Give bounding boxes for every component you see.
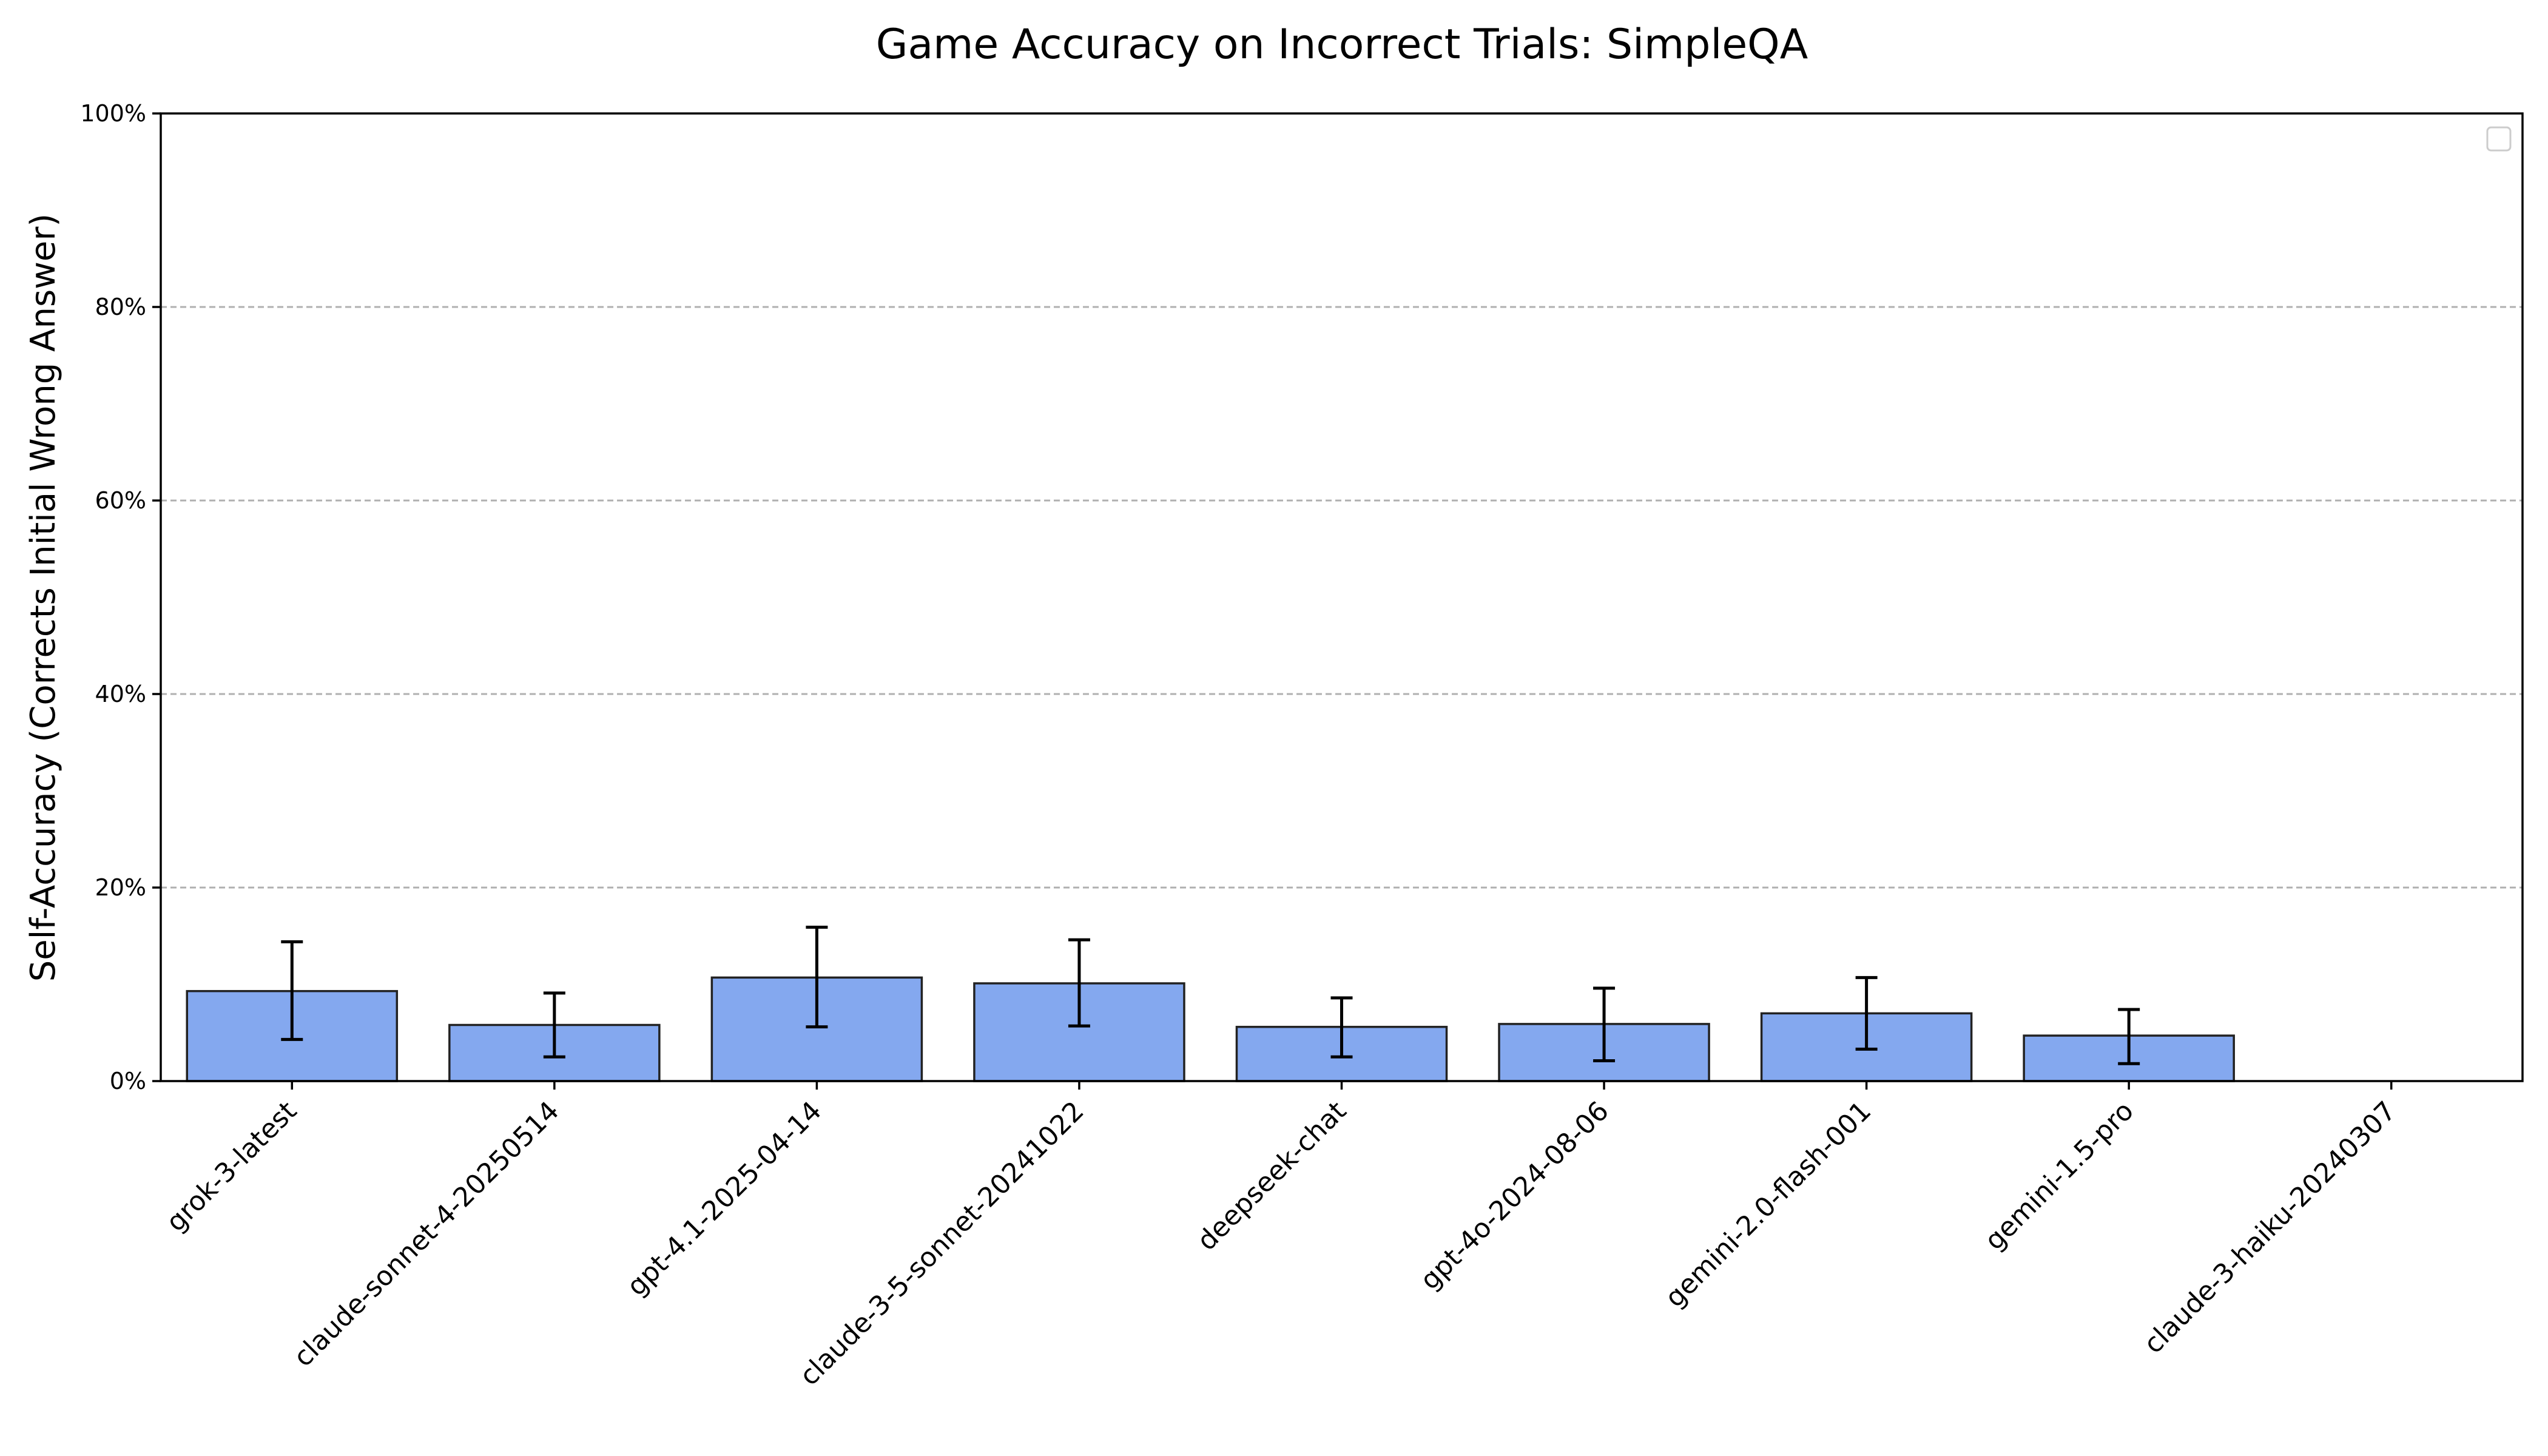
y-tick-label: 100% (80, 100, 146, 127)
error-bars (281, 925, 2140, 1065)
y-tick-label: 0% (110, 1068, 146, 1094)
x-tick-label: gemini-1.5-pro (1979, 1096, 2140, 1256)
chart-title: Game Accuracy on Incorrect Trials: Simpl… (876, 21, 1808, 69)
legend-box (2486, 126, 2512, 152)
error-bar-deepseek-chat (1330, 996, 1353, 1059)
error-bar-gemini-2.0-flash-001 (1855, 976, 1878, 1051)
y-axis-label: Self-Accuracy (Corrects Initial Wrong An… (24, 214, 63, 982)
y-axis-ticks: 0% 20% 40% 60% 80% 100% (80, 100, 161, 1094)
x-tick-label: claude-3-haiku-20240307 (2138, 1096, 2402, 1360)
error-bar-grok-3-latest (281, 940, 303, 1041)
x-tick-label: deepseek-chat (1191, 1096, 1353, 1257)
x-tick-label: claude-sonnet-4-20250514 (288, 1096, 565, 1373)
bars (186, 976, 2235, 1082)
y-tick-label: 20% (95, 874, 146, 901)
error-bar-claude-3-5-sonnet-20241022 (1068, 938, 1090, 1028)
error-bar-gpt-4o-2024-08-06 (1593, 986, 1616, 1063)
x-tick-label: claude-3-5-sonnet-20241022 (794, 1096, 1090, 1392)
y-tick-label: 60% (95, 487, 146, 514)
gridlines (161, 306, 2523, 889)
plot-area-frame (160, 112, 2524, 1082)
x-tick-label: gpt-4.1-2025-04-14 (621, 1096, 828, 1303)
x-tick-label: gpt-4o-2024-08-06 (1414, 1096, 1614, 1296)
y-tick-label: 40% (95, 681, 146, 707)
error-bar-claude-sonnet-4-20250514 (543, 991, 565, 1059)
error-bar-gemini-1.5-pro (2118, 1008, 2140, 1065)
error-bar-gpt-4.1-2025-04-14 (806, 925, 828, 1029)
y-tick-label: 80% (95, 294, 146, 320)
x-tick-label: grok-3-latest (160, 1096, 303, 1238)
x-tick-label: gemini-2.0-flash-001 (1659, 1096, 1877, 1313)
